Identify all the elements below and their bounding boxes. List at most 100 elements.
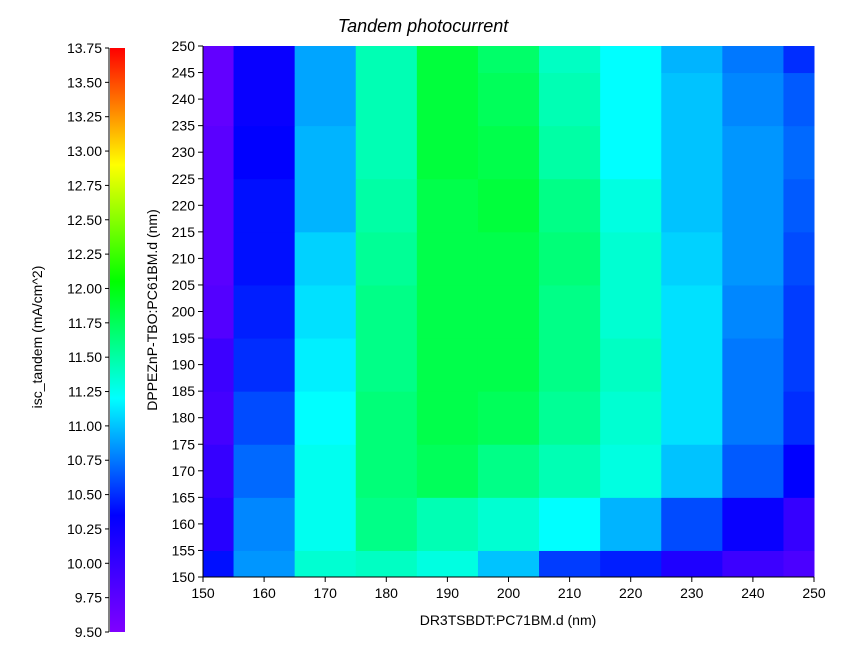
- heatmap-cell: [416, 444, 479, 498]
- heatmap-cell: [600, 497, 662, 551]
- heatmap-cell: [416, 46, 479, 74]
- heatmap-cell: [722, 284, 784, 339]
- heatmap-cell: [722, 391, 784, 445]
- heatmap-cell: [600, 338, 662, 392]
- x-tick-label: 210: [558, 585, 582, 601]
- heatmap-cell: [355, 338, 418, 392]
- y-tick-label: 155: [172, 542, 196, 558]
- heatmap-cell: [233, 391, 296, 445]
- heatmap-cell: [661, 231, 723, 286]
- heatmap-cell: [539, 497, 601, 551]
- heatmap-cell: [722, 46, 784, 74]
- heatmap-cell: [722, 550, 784, 578]
- colorbar-label: isc_tandem (mA/cm^2): [29, 266, 45, 409]
- heatmap-cell: [661, 497, 723, 551]
- heatmap-cell: [416, 497, 479, 551]
- heatmap-cell: [722, 125, 784, 180]
- x-tick-label: 220: [619, 585, 643, 601]
- heatmap-cell: [233, 125, 296, 180]
- y-tick-label: 195: [172, 330, 196, 346]
- colorbar-tick-label: 11.00: [68, 418, 102, 434]
- x-tick-label: 160: [252, 585, 276, 601]
- heatmap-cell: [294, 444, 357, 498]
- colorbar-tick-label: 11.25: [68, 384, 102, 400]
- x-axis-label: DR3TSBDT:PC71BM.d (nm): [420, 612, 597, 628]
- colorbar-tick-label: 11.50: [68, 349, 102, 365]
- heatmap-cell: [661, 72, 723, 127]
- heatmap-cell: [539, 231, 601, 286]
- colorbar-tick-label: 10.25: [67, 521, 102, 537]
- heatmap-cell: [722, 72, 784, 127]
- y-tick-label: 240: [172, 91, 196, 107]
- heatmap-cell: [203, 72, 235, 127]
- heatmap-cell: [233, 497, 296, 551]
- heatmap-cell: [203, 550, 235, 578]
- y-tick-label: 210: [172, 250, 196, 266]
- heatmap-cell: [722, 338, 784, 392]
- heatmap-cell: [416, 231, 479, 286]
- heatmap-cell: [600, 284, 662, 339]
- heatmap-cell: [783, 497, 815, 551]
- heatmap-cell: [294, 125, 357, 180]
- heatmap-cell: [416, 338, 479, 392]
- x-tick-label: 150: [191, 585, 215, 601]
- x-tick-label: 250: [802, 585, 826, 601]
- colorbar-tick-label: 10.75: [67, 452, 102, 468]
- heatmap-cell: [233, 284, 296, 339]
- heatmap-cell: [203, 338, 235, 392]
- heatmap-cell: [355, 46, 418, 74]
- axes: 150 160 170 180 190 200 210 220 230 240 250 150 155 1…: [172, 38, 826, 601]
- x-tick-label: 180: [375, 585, 399, 601]
- y-tick-label: 150: [172, 569, 196, 585]
- heatmap-cell: [539, 444, 601, 498]
- heatmap-cell: [722, 178, 784, 233]
- heatmap-cell: [661, 338, 723, 392]
- x-tick-label: 200: [497, 585, 521, 601]
- heatmap-cell: [233, 444, 296, 498]
- heatmap-cell: [477, 231, 540, 286]
- heatmap-cell: [416, 550, 479, 578]
- y-tick-label: 190: [172, 357, 196, 373]
- heatmap-cell: [477, 178, 540, 233]
- heatmap-cell: [355, 550, 418, 578]
- colorbar-tick-label: 12.50: [67, 212, 102, 228]
- colorbar-gradient: [110, 48, 125, 632]
- chart-title: Tandem photocurrent: [338, 16, 509, 36]
- heatmap-cell: [477, 338, 540, 392]
- heatmap-cell: [416, 72, 479, 127]
- heatmap-cell: [539, 338, 601, 392]
- heatmap-cell: [416, 178, 479, 233]
- heatmap-cell: [661, 284, 723, 339]
- heatmap-cell: [661, 46, 723, 74]
- heatmap-cell: [355, 72, 418, 127]
- colorbar-tick-label: 11.75: [68, 315, 102, 331]
- heatmap-cell: [783, 72, 815, 127]
- colorbar-tick-label: 12.00: [67, 280, 102, 296]
- heatmap-cell: [355, 125, 418, 180]
- heatmap-cell: [477, 550, 540, 578]
- heatmap-cell: [539, 391, 601, 445]
- colorbar-tick-label: 12.75: [67, 177, 102, 193]
- heatmap-cell: [355, 178, 418, 233]
- heatmap-cell: [600, 444, 662, 498]
- heatmap-cell: [722, 444, 784, 498]
- heatmap-cell: [477, 284, 540, 339]
- heatmap-cell: [355, 231, 418, 286]
- colorbar-tick-label: 13.50: [67, 74, 102, 90]
- x-tick-label: 230: [680, 585, 704, 601]
- heatmap-cell: [539, 550, 601, 578]
- heatmap-cell: [203, 391, 235, 445]
- x-tick-label: 170: [314, 585, 338, 601]
- heatmap-cell: [477, 125, 540, 180]
- colorbar-tick-label: 9.50: [75, 624, 102, 640]
- heatmap-cell: [355, 391, 418, 445]
- heatmap-cell: [203, 46, 235, 74]
- heatmap-cell: [203, 497, 235, 551]
- heatmap-cell: [233, 231, 296, 286]
- heatmap-cell: [661, 391, 723, 445]
- heatmap-cell: [661, 550, 723, 578]
- heatmap-cell: [355, 444, 418, 498]
- heatmap-cell: [661, 178, 723, 233]
- heatmap-cell: [477, 46, 540, 74]
- x-tick-label: 240: [741, 585, 765, 601]
